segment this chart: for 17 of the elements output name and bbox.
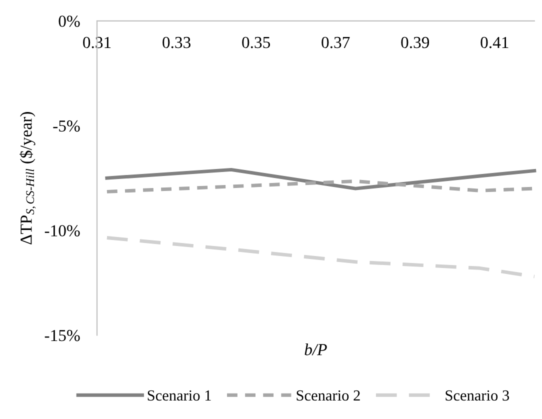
y-tick-label: 0% — [58, 16, 80, 27]
legend-label: Scenario 2 — [296, 390, 360, 401]
y-tick-label: -5% — [53, 120, 80, 132]
x-tick-label: 0.37 — [322, 36, 350, 48]
x-tick-label: 0.39 — [401, 36, 430, 48]
x-tick-label: 0.41 — [480, 36, 508, 48]
y-tick-label: -10% — [44, 225, 80, 236]
x-tick-label: 0.35 — [242, 36, 270, 48]
legend-label: Scenario 1 — [148, 390, 211, 401]
line-series — [105, 236, 536, 278]
x-tick-label: 0.33 — [162, 36, 190, 48]
line-series — [105, 168, 536, 190]
x-tick-label: 0.31 — [83, 36, 111, 48]
y-axis-title: ΔTP$_{S,CS-Hill}$ ($/year) — [20, 112, 36, 244]
y-tick-label: -15% — [44, 330, 80, 342]
x-axis-title: b/P — [304, 344, 327, 356]
legend-label: Scenario 3 — [446, 390, 510, 401]
